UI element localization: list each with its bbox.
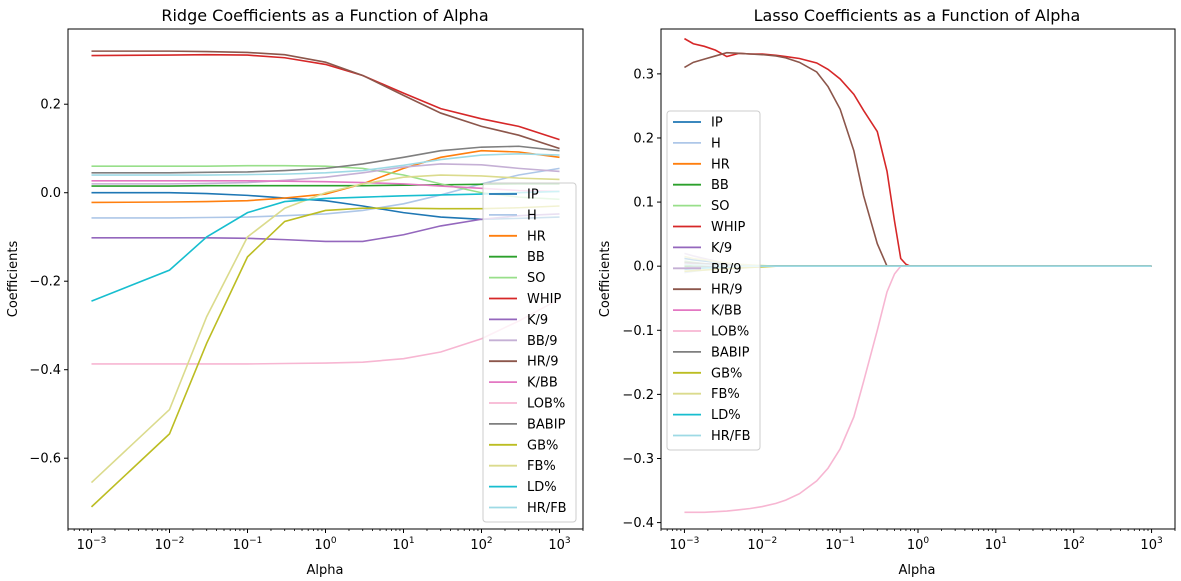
ridge-y-tick-label: 0.0 [40, 186, 61, 201]
ridge-series-whip [91, 53, 560, 141]
lasso-chart: Lasso Coefficients as a Function of Alph… [598, 6, 1176, 578]
ridge-legend-label: K/9 [527, 313, 548, 328]
ridge-legend-label: IP [527, 188, 539, 203]
lasso-legend-label: WHIP [711, 220, 745, 235]
ridge-legend-box [482, 182, 577, 523]
lasso-chart-title: Lasso Coefficients as a Function of Alph… [754, 6, 1081, 25]
lasso-y-tick-label: −0.4 [622, 516, 654, 531]
ridge-y-tick-label: 0.2 [40, 98, 61, 113]
ridge-legend-label: H [527, 208, 537, 223]
lasso-legend-box [666, 110, 761, 451]
lasso-legend-label: IP [711, 116, 723, 131]
ridge-series-h [91, 167, 560, 219]
lasso-legend-label: BB/9 [711, 262, 742, 277]
lasso-x-tick-label: 103 [1140, 536, 1162, 553]
lasso-legend-label: FB% [711, 387, 740, 402]
ridge-legend: IP H HR BB SO WHIP K/9 BB/9 HR/9 K/BB LOB% BABIP GB%… [482, 182, 577, 523]
ridge-x-axis-label: Alpha [307, 563, 344, 578]
ridge-x-tick-label: 10−1 [233, 536, 263, 553]
lasso-y-tick-label: −0.2 [622, 388, 654, 403]
ridge-legend-label: FB% [527, 459, 556, 474]
ridge-legend-label: HR/9 [527, 355, 558, 370]
lasso-x-tick-label: 101 [985, 536, 1007, 553]
lasso-plot-area: 10−3 10−2 10−1 100 101 102 103 −0.4 −0.3 −0.2 −0.1… [622, 28, 1176, 553]
ridge-x-tick-label: 10−2 [155, 536, 185, 553]
ridge-legend-label: K/BB [527, 376, 558, 391]
lasso-y-tick-label: −0.1 [622, 324, 654, 339]
ridge-chart: Ridge Coefficients as a Function of Alph… [6, 6, 584, 578]
lasso-y-tick-label: 0.0 [633, 260, 654, 275]
ridge-legend-label: BB/9 [527, 334, 558, 349]
ridge-plot-area: 10−3 10−2 10−1 100 101 102 103 −0.6 −0.4 −0.2 0.0 0… [29, 28, 584, 553]
lasso-legend-label: HR/9 [711, 283, 742, 298]
ridge-legend-label: BB [527, 250, 545, 265]
ridge-series-babip [91, 145, 560, 174]
ridge-y-axis-label: Coefficients [6, 241, 21, 318]
ridge-x-tick-label: 103 [548, 536, 570, 553]
lasso-y-axis-label: Coefficients [598, 241, 613, 318]
ridge-legend-label: HR [527, 229, 546, 244]
lasso-legend-label: HR/FB [711, 429, 751, 444]
ridge-legend-label: HR/FB [527, 501, 567, 516]
ridge-x-tick-label: 100 [314, 536, 337, 553]
ridge-y-tick-label: −0.4 [29, 363, 61, 378]
lasso-x-axis-label: Alpha [899, 563, 936, 578]
lasso-legend-label: HR [711, 157, 730, 172]
ridge-y-tick-label: −0.6 [29, 452, 61, 467]
lasso-legend-label: K/9 [711, 241, 732, 256]
lasso-legend-label: BB [711, 178, 729, 193]
lasso-legend-label: K/BB [711, 304, 742, 319]
ridge-x-tick-label: 101 [392, 536, 414, 553]
lasso-x-tick-label: 102 [1063, 536, 1085, 553]
ridge-legend-label: BABIP [527, 417, 566, 432]
lasso-y-tick-label: 0.2 [633, 131, 654, 146]
ridge-legend-label: WHIP [527, 292, 561, 307]
ridge-chart-title: Ridge Coefficients as a Function of Alph… [161, 6, 488, 25]
lasso-x-tick-label: 10−1 [825, 536, 855, 553]
lasso-legend-label: LOB% [711, 325, 749, 340]
lasso-legend-label: SO [711, 199, 729, 214]
ridge-legend-label: GB% [527, 438, 558, 453]
lasso-x-tick-label: 10−3 [670, 536, 700, 553]
ridge-series-fb-pct [90, 174, 560, 484]
lasso-y-tick-label: −0.3 [622, 452, 654, 467]
ridge-legend-label: LD% [527, 480, 557, 495]
lasso-x-tick-label: 10−2 [747, 536, 777, 553]
lasso-legend-label: BABIP [711, 345, 750, 360]
ridge-legend-label: LOB% [527, 397, 565, 412]
ridge-series-bb-9 [91, 163, 560, 185]
ridge-x-tick-label: 102 [470, 536, 492, 553]
ridge-x-tick-label: 10−3 [77, 536, 107, 553]
ridge-series-hr-fb [91, 152, 560, 176]
lasso-y-tick-label: 0.1 [633, 196, 654, 211]
lasso-y-tick-label: 0.3 [633, 67, 654, 82]
lasso-x-tick-label: 100 [907, 536, 930, 553]
lasso-legend-label: LD% [711, 408, 741, 423]
ridge-series-hr-9 [91, 50, 560, 150]
lasso-legend-label: GB% [711, 366, 742, 381]
lasso-legend-label: H [711, 136, 721, 151]
lasso-legend: IP H HR BB SO WHIP K/9 BB/9 HR/9 K/BB LOB% BABIP GB%… [666, 110, 761, 451]
ridge-y-tick-label: −0.2 [29, 275, 61, 290]
ridge-legend-label: SO [527, 271, 545, 286]
